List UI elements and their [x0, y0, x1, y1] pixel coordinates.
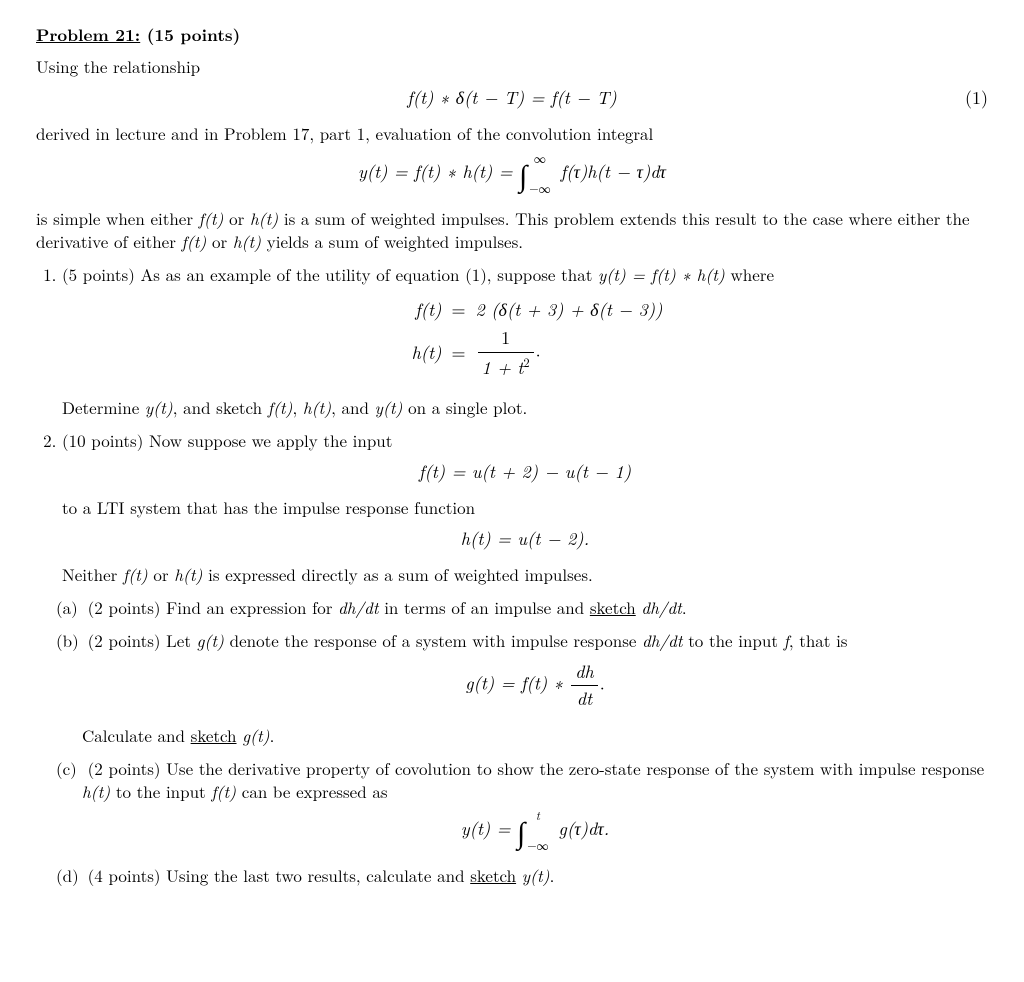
part2-mid: to a LTI system that has the impulse res… [62, 496, 988, 519]
intro-line-3: is simple when either f(t) or h(t) is a … [36, 207, 988, 253]
problem-points: (15 points) [147, 23, 241, 47]
subpart-b: (b) (2 points) Let g(t) denote the respo… [82, 629, 988, 746]
part2-neither: Neither f(t) or h(t) is expressed direct… [62, 563, 988, 586]
eq-subpart-c: y(t) = ∫ t −∞ g(τ)dτ. [82, 810, 988, 852]
eq1-number: (1) [965, 86, 988, 110]
eq2-lhs: y(t) = f(t) ∗ h(t) = [358, 159, 519, 184]
eq-subpart-b: g(t) = f(t) ∗ dh dt . [82, 660, 988, 712]
equation-1: f(t) ∗ δ(t − T) = f(t − T) (1) [36, 86, 988, 110]
subpart-list: (a) (2 points) Find an expression for dh… [62, 596, 988, 887]
integral-limits-c: t −∞ [527, 810, 548, 852]
integral-limits: ∞ −∞ [529, 153, 550, 195]
problem-title: Problem 21: (15 points) [36, 24, 988, 47]
intro-line-1: Using the relationship [36, 55, 988, 78]
integral-sign: ∫ [519, 162, 527, 186]
eq-part2-f: f(t) = u(t + 2) − u(t − 1) [62, 460, 988, 484]
dhdt-fraction: dh dt [571, 660, 597, 712]
part1-determine: Determine y(t), and sketch f(t), h(t), a… [62, 396, 988, 419]
subpart-a: (a) (2 points) Find an expression for dh… [82, 596, 988, 619]
intro-line-2: derived in lecture and in Problem 17, pa… [36, 122, 988, 145]
subpart-d: (d) (4 points) Using the last two result… [82, 864, 988, 887]
subpart-c: (c) (2 points) Use the derivative proper… [82, 757, 988, 853]
eq2-integrand: f(τ)h(t − τ)dτ [561, 159, 666, 184]
subpart-b-calc: Calculate and sketch g(t). [82, 724, 988, 747]
h-fraction: 1 1 + t2 [478, 326, 534, 380]
part-2: (10 points) Now suppose we apply the inp… [62, 429, 988, 888]
problem-label: Problem 21: [36, 23, 140, 47]
eq-part2-h: h(t) = u(t − 2). [62, 527, 988, 551]
problem-list: (5 points) As as an example of the utili… [36, 263, 988, 887]
part-1: (5 points) As as an example of the utili… [62, 263, 988, 419]
integral-sign-c: ∫ [517, 819, 525, 843]
equation-convolution: y(t) = f(t) ∗ h(t) = ∫ ∞ −∞ f(τ)h(t − τ)… [36, 153, 988, 195]
eq1-body: f(t) ∗ δ(t − T) = f(t − T) [407, 85, 616, 110]
eq-part1-defs: f(t) = 2 (δ(t + 3) + δ(t − 3)) h(t) = 1 … [62, 294, 988, 384]
